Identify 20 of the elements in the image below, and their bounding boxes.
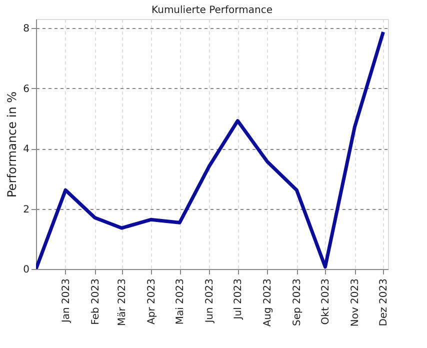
x-tick-label: Mai 2023: [175, 278, 186, 325]
y-tick-label: 4: [23, 144, 30, 156]
x-tick-label: Jan 2023: [60, 278, 72, 324]
x-tick-label: Sep 2023: [292, 278, 304, 326]
x-tick-label: Feb 2023: [90, 278, 102, 325]
y-tick-label: 6: [23, 84, 30, 95]
y-tick-label: 8: [23, 24, 30, 35]
x-tick-label: Mär 2023: [117, 278, 128, 326]
chart-title: Kumulierte Performance: [152, 5, 272, 16]
y-tick-label: 0: [23, 264, 30, 276]
x-tick-label: Apr 2023: [146, 278, 158, 324]
y-axis-title: Performance in %: [5, 91, 20, 198]
y-tick-label: 2: [23, 204, 30, 216]
x-tick-label: Okt 2023: [320, 278, 332, 325]
line-series: [36, 30, 385, 269]
x-tick-label: Jun 2023: [204, 278, 216, 324]
x-tick-label: Jul 2023: [233, 278, 244, 320]
x-tick-label: Nov 2023: [350, 278, 362, 327]
x-tick-label: Dez 2023: [378, 278, 390, 326]
x-tick-label: Aug 2023: [262, 278, 274, 327]
